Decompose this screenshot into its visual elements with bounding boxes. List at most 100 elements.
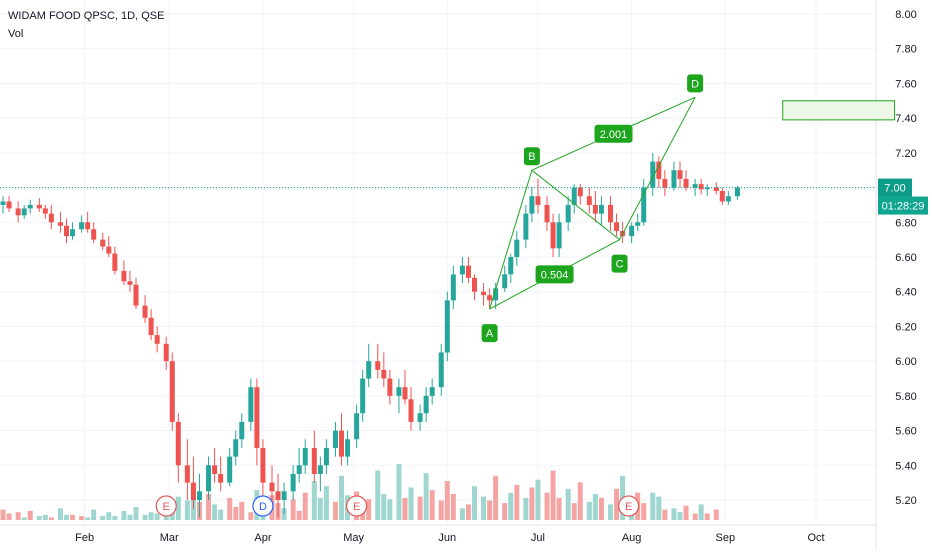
candle-body (719, 191, 725, 202)
candle-body (713, 187, 719, 192)
abcd-pattern[interactable]: 2.001 0.504 A B C D (481, 74, 704, 343)
volume-bar (239, 501, 245, 520)
symbol-title: WIDAM FOOD QPSC, 1D, QSE (8, 10, 165, 22)
volume-bar (586, 501, 592, 520)
volume-bar (677, 512, 683, 520)
volume-bar (514, 484, 520, 520)
candle-body (48, 213, 54, 223)
volume-bar (450, 494, 456, 520)
candle-body (91, 229, 97, 240)
volume-bar (317, 497, 323, 520)
volume-bar (339, 475, 345, 520)
candle-body (487, 295, 493, 301)
candle-body (598, 204, 604, 214)
pattern-zigzag (489, 97, 696, 310)
volume-bar (375, 470, 381, 520)
candle-body (423, 395, 429, 414)
time-tick-label: Sep (716, 532, 736, 544)
candle-body (565, 204, 571, 223)
price-tick-label: 7.20 (895, 148, 916, 160)
volume-bar (142, 514, 148, 520)
candle-body (190, 482, 196, 500)
candle-body (218, 473, 224, 483)
volume-bar (290, 499, 296, 520)
candle-body (459, 265, 465, 275)
price-tick-label: 7.60 (895, 78, 916, 90)
price-tick-label: 6.00 (895, 356, 916, 368)
earnings-event-marker[interactable] (155, 495, 177, 517)
volume-bar (535, 479, 541, 520)
target-zone[interactable] (782, 100, 896, 121)
price-tick-label: 5.80 (895, 391, 916, 403)
volume-bar (508, 492, 514, 520)
candle-body (269, 482, 275, 492)
candles (0, 152, 740, 518)
candle-body (429, 387, 435, 396)
volume-bar (106, 512, 112, 520)
candle-body (21, 208, 27, 216)
candle-body (148, 317, 154, 336)
candle-body (260, 447, 266, 483)
volume-bar (154, 513, 160, 520)
volume-bar (184, 500, 190, 520)
volume-bar (133, 507, 139, 520)
volume-bar (417, 496, 423, 520)
candle-body (450, 274, 456, 301)
candle-body (290, 473, 296, 492)
candle-body (402, 387, 408, 400)
volume-bar (112, 516, 118, 520)
candle-body (417, 413, 423, 422)
earnings-event-marker[interactable] (618, 495, 640, 517)
price-tick-label: 7.80 (895, 44, 916, 56)
candle-body (196, 491, 202, 500)
candle-body (339, 430, 345, 457)
volume-bar (656, 496, 662, 520)
volume-bar (438, 500, 444, 520)
earnings-event-marker[interactable] (346, 495, 368, 517)
countdown-label: 01:28:29 (882, 201, 925, 213)
volume-bar (487, 500, 493, 520)
volume-bar (571, 503, 577, 520)
candle-body (323, 447, 329, 466)
candle-body (544, 204, 550, 223)
volume-bar (233, 507, 239, 520)
candle-body (79, 222, 85, 230)
candle-body (281, 491, 287, 500)
candle-body (302, 447, 308, 466)
price-tick-label: 7.40 (895, 113, 916, 125)
time-tick-label: May (343, 532, 364, 544)
time-tick-label: Jun (438, 532, 456, 544)
volume-bar (550, 470, 556, 520)
volume-bar (212, 504, 218, 520)
volume-bar (408, 487, 414, 520)
pattern-point-label: C (616, 259, 624, 271)
volume-indicator-label: Vol (8, 28, 24, 40)
volume-bar (444, 481, 450, 520)
candle-body (133, 284, 139, 306)
volume-bar (127, 514, 133, 520)
candle-body (586, 196, 592, 205)
volume-bar (641, 503, 647, 520)
candle-body (508, 257, 514, 275)
pattern-point-box (687, 74, 704, 93)
candle-body (15, 208, 21, 216)
countdown-badge (878, 196, 928, 215)
candle-body (529, 196, 535, 214)
volume-bar (15, 512, 21, 520)
volume-bar (227, 497, 233, 520)
candle-body (127, 281, 133, 285)
dividend-event-marker[interactable] (252, 495, 274, 517)
volume-bar (332, 501, 338, 520)
candle-body (239, 421, 245, 440)
candle-body (465, 265, 471, 278)
candle-body (70, 229, 76, 237)
candle-body (514, 239, 520, 257)
candle-body (27, 204, 33, 209)
volume-bar (704, 513, 710, 520)
candle-body (725, 196, 731, 202)
candle-body (704, 187, 710, 190)
volume-bar (281, 508, 287, 520)
earnings-event-label: E (353, 501, 360, 513)
volume-bar (366, 499, 372, 520)
